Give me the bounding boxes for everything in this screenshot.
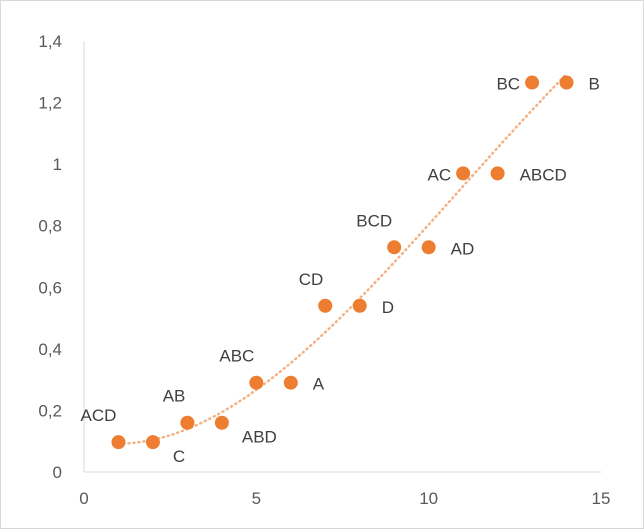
- y-tick-label: 0: [53, 463, 62, 482]
- data-point: [352, 298, 367, 313]
- data-point: [180, 415, 195, 430]
- data-label: BC: [496, 75, 520, 94]
- data-point: [456, 166, 471, 181]
- tick-labels-group: 0 5 10 15 0 0,2 0,4 0,6 0,8 1 1,2 1,4: [38, 32, 610, 508]
- y-tick-label: 0,6: [38, 278, 62, 297]
- data-label: ACD: [81, 406, 117, 425]
- data-label: ABCD: [520, 165, 567, 184]
- y-tick-label: 1,4: [38, 32, 62, 51]
- data-point: [490, 166, 505, 181]
- data-label: AD: [451, 239, 475, 258]
- data-label: D: [382, 298, 394, 317]
- data-label: BCD: [356, 211, 392, 230]
- data-point: [283, 375, 298, 390]
- data-label: AC: [428, 165, 452, 184]
- data-point: [249, 375, 264, 390]
- y-tick-label: 1: [53, 155, 62, 174]
- data-point: [318, 298, 333, 313]
- trendline: [117, 72, 568, 445]
- x-tick-label: 10: [419, 489, 438, 508]
- x-tick-label: 0: [79, 489, 88, 508]
- data-label: CD: [299, 270, 324, 289]
- data-label: AB: [163, 387, 186, 406]
- data-point: [214, 415, 229, 430]
- data-label: A: [313, 375, 325, 394]
- data-label: B: [589, 75, 600, 94]
- data-point: [559, 75, 574, 90]
- x-tick-label: 15: [592, 489, 611, 508]
- data-point: [387, 240, 402, 255]
- y-tick-label: 0,8: [38, 217, 62, 236]
- y-tick-label: 0,2: [38, 401, 62, 420]
- y-tick-label: 0,4: [38, 340, 62, 359]
- data-point: [111, 435, 126, 450]
- x-tick-label: 5: [252, 489, 261, 508]
- data-label: C: [173, 447, 185, 466]
- data-point: [421, 240, 436, 255]
- trendline-group: [117, 72, 568, 445]
- data-point: [525, 75, 540, 90]
- data-point: [145, 435, 160, 450]
- data-label: ABC: [219, 347, 254, 366]
- y-tick-label: 1,2: [38, 94, 62, 113]
- data-points-group: [111, 75, 574, 450]
- data-label: ABD: [242, 428, 277, 447]
